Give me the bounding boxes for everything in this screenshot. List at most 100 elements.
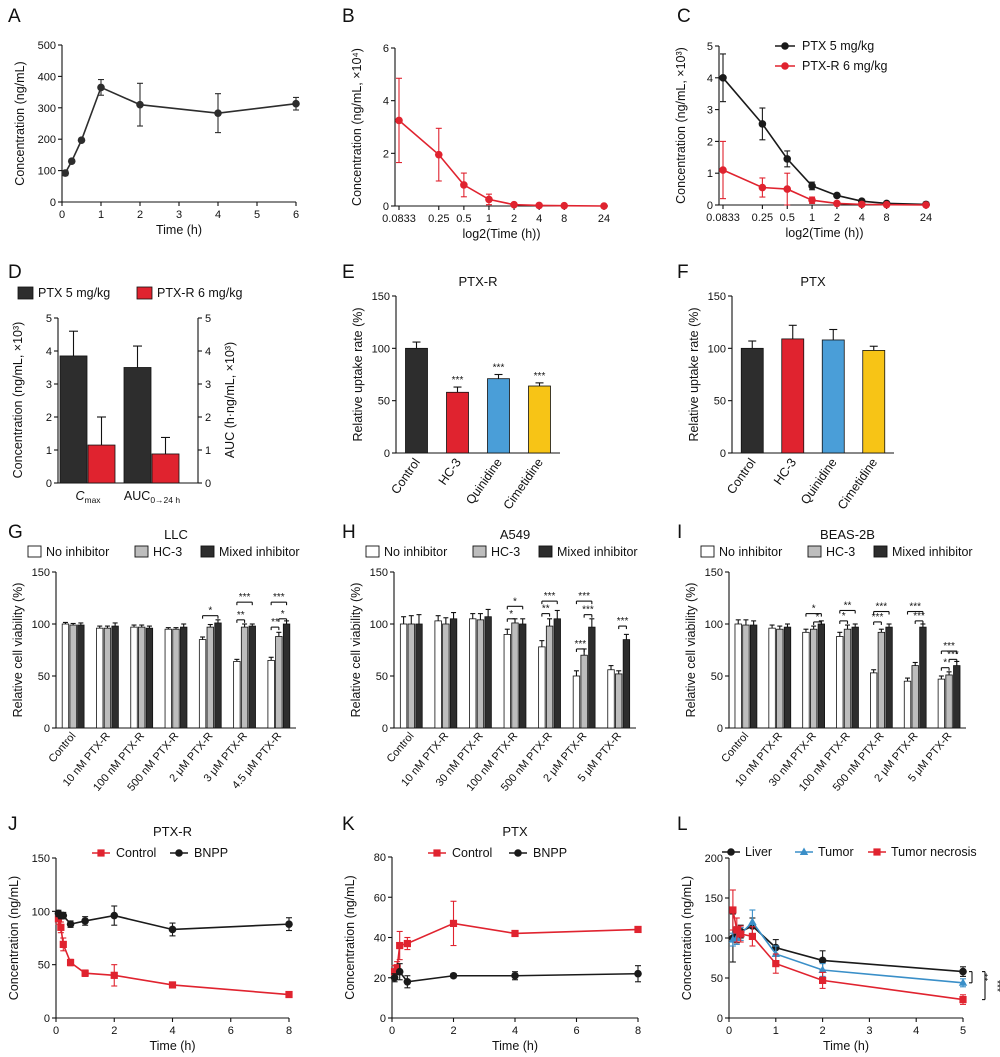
series-line bbox=[398, 119, 605, 207]
series-line bbox=[732, 909, 964, 1001]
x-tick-label: 2 bbox=[111, 1025, 117, 1037]
legend-label: HC-3 bbox=[491, 545, 520, 559]
bar bbox=[415, 623, 423, 729]
data-point bbox=[285, 920, 293, 928]
data-point bbox=[634, 969, 642, 978]
data-point bbox=[214, 109, 222, 117]
y-tick-label: 5 bbox=[707, 41, 713, 53]
y-tick-label: 0 bbox=[707, 200, 713, 212]
panel-letter: C bbox=[677, 6, 691, 27]
panel-A: 0 100 200 300 400 500 0 1 2 3 4 5 6 Time (h) Concentra… bbox=[13, 40, 300, 237]
bar bbox=[519, 623, 527, 729]
category-label: Control bbox=[724, 456, 759, 497]
bar bbox=[740, 347, 764, 454]
x-tick-label: 1 bbox=[98, 209, 104, 221]
x-tick-label: 6 bbox=[293, 209, 299, 221]
significance-label: * bbox=[513, 596, 517, 607]
data-point bbox=[285, 990, 293, 999]
y-tick-label: 500 bbox=[38, 40, 56, 52]
data-point bbox=[59, 940, 67, 948]
y-tick-label: 3 bbox=[205, 379, 211, 391]
legend-label: BNPP bbox=[194, 846, 228, 860]
significance-label: * bbox=[842, 611, 846, 622]
y-tick-label: 50 bbox=[38, 960, 50, 972]
category-sub: max bbox=[84, 495, 101, 505]
bar bbox=[622, 639, 631, 729]
y-axis-label: Concentration (ng/mL) bbox=[13, 61, 27, 185]
category-label: Control bbox=[46, 730, 78, 765]
legend-label: PTX-R 6 mg/kg bbox=[157, 286, 242, 300]
bar bbox=[151, 453, 180, 484]
x-axis-label: log2(Time (h)) bbox=[785, 226, 863, 240]
y-tick-label: 100 bbox=[705, 619, 723, 631]
x-tick-label: 0 bbox=[59, 209, 65, 221]
bar bbox=[768, 627, 776, 729]
data-point bbox=[61, 169, 70, 177]
x-tick-label: 4 bbox=[859, 212, 865, 224]
data-point bbox=[535, 201, 543, 210]
significance-label: ** bbox=[844, 600, 852, 611]
y-tick-label: 3 bbox=[707, 105, 713, 117]
significance-label: ** bbox=[237, 610, 245, 621]
panel-K: 0 20 40 60 80 0 2 4 6 8 Time (h) Concentration (ng/… bbox=[343, 824, 642, 1053]
data-point bbox=[66, 920, 75, 928]
legend-label: No inhibitor bbox=[384, 545, 447, 559]
data-point bbox=[783, 155, 792, 163]
significance-label: *** bbox=[991, 980, 1000, 992]
category-main: C bbox=[75, 489, 85, 503]
legend-swatch bbox=[27, 545, 42, 558]
x-tick-label: 4 bbox=[169, 1025, 175, 1037]
y-tick-label: 100 bbox=[708, 343, 726, 355]
bar bbox=[572, 675, 581, 729]
data-point bbox=[737, 930, 745, 938]
panel-letter: J bbox=[8, 814, 18, 835]
y-axis-label: Concentration (ng/mL) bbox=[7, 876, 21, 1000]
data-point bbox=[857, 200, 866, 209]
data-point bbox=[449, 919, 458, 928]
x-tick-label: 6 bbox=[228, 1025, 234, 1037]
bar bbox=[809, 628, 818, 729]
bar bbox=[172, 628, 180, 729]
data-point bbox=[758, 120, 767, 128]
chart-title: PTX bbox=[502, 824, 528, 839]
data-point bbox=[110, 911, 119, 920]
category-label: Control bbox=[388, 456, 423, 497]
x-tick-label: 0 bbox=[726, 1025, 732, 1037]
y-axis-label: Relative uptake rate (%) bbox=[351, 307, 365, 441]
panel-letter: A bbox=[8, 6, 21, 27]
bar bbox=[484, 616, 492, 729]
y-tick-label: 150 bbox=[372, 291, 390, 303]
significance-label: ** bbox=[271, 617, 279, 628]
data-point bbox=[57, 923, 65, 931]
significance-label: *** bbox=[582, 605, 594, 616]
y-axis-label: Relative cell viability (%) bbox=[11, 583, 25, 718]
data-point bbox=[395, 116, 403, 125]
bar bbox=[61, 623, 70, 729]
legend-label: HC-3 bbox=[153, 545, 182, 559]
y-axis-label: Concentration (ng/mL, ×10³) bbox=[11, 322, 25, 479]
legend-label: No inhibitor bbox=[46, 545, 109, 559]
y-axis-label: Concentration (ng/mL) bbox=[680, 876, 694, 1000]
significance-label: *** bbox=[909, 602, 921, 613]
x-tick-label: 8 bbox=[635, 1025, 641, 1037]
significance-label: *** bbox=[876, 602, 888, 613]
bar bbox=[783, 626, 792, 729]
y-axis-label: Concentration (ng/mL, ×10⁴) bbox=[350, 48, 364, 206]
bar bbox=[911, 665, 919, 729]
y-tick-label: 50 bbox=[376, 671, 388, 683]
y-tick-label: 4 bbox=[205, 346, 211, 358]
y-tick-label: 0 bbox=[50, 197, 56, 209]
panel-H: 0 50 100 150 Relative cell viability (%) A549… bbox=[349, 527, 638, 794]
y-tick-label: 0 bbox=[717, 1013, 723, 1025]
panel-I: 0 50 100 150 Relative cell viability (%) BEAS… bbox=[684, 527, 973, 794]
y-tick-label: 100 bbox=[32, 619, 50, 631]
bar bbox=[877, 631, 886, 729]
y-tick-label: 200 bbox=[705, 853, 723, 865]
y-tick-label: 150 bbox=[708, 291, 726, 303]
legend-marker bbox=[433, 849, 441, 857]
x-tick-label: 1 bbox=[773, 1025, 779, 1037]
panel-E: 0 50 100 150 Relative uptake rate (%) PTX-R Co… bbox=[351, 274, 560, 512]
x-tick-label: 8 bbox=[884, 212, 890, 224]
